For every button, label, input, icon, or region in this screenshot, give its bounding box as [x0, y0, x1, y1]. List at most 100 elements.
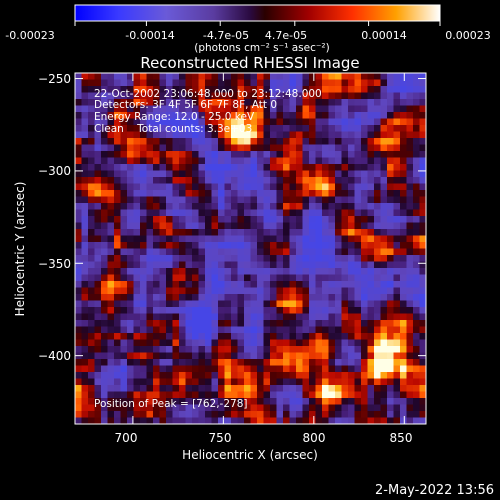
heatmap-cell [218, 196, 226, 204]
heatmap-cell [218, 92, 226, 100]
heatmap-cell [341, 92, 349, 100]
heatmap-cell [224, 235, 232, 243]
heatmap-cell [257, 404, 265, 412]
heatmap-cell [328, 385, 336, 393]
heatmap-cell [257, 300, 265, 308]
heatmap-cell [146, 235, 154, 243]
heatmap-cell [231, 352, 239, 360]
heatmap-cell [309, 105, 317, 113]
heatmap-cell [179, 313, 187, 321]
heatmap-cell [237, 372, 245, 380]
heatmap-cell [302, 372, 310, 380]
heatmap-cell [250, 92, 258, 100]
heatmap-cell [133, 404, 141, 412]
heatmap-cell [361, 242, 369, 250]
heatmap-cell [322, 274, 330, 282]
heatmap-cell [244, 222, 252, 230]
heatmap-cell [107, 352, 115, 360]
heatmap-cell [133, 92, 141, 100]
heatmap-cell [257, 339, 265, 347]
heatmap-cell [263, 281, 271, 289]
heatmap-cell [198, 235, 206, 243]
heatmap-cell [387, 92, 395, 100]
heatmap-cell [153, 268, 161, 276]
heatmap-cell [270, 242, 278, 250]
heatmap-cell [237, 300, 245, 308]
heatmap-cell [374, 359, 382, 367]
heatmap-cell [81, 294, 89, 302]
heatmap-cell [81, 196, 89, 204]
heatmap-cell [179, 112, 187, 120]
heatmap-cell [198, 339, 206, 347]
heatmap-cell [374, 294, 382, 302]
heatmap-cell [341, 346, 349, 354]
heatmap-cell [367, 229, 375, 237]
heatmap-cell [120, 164, 128, 172]
heatmap-cell [224, 138, 232, 146]
heatmap-cell [315, 157, 323, 165]
heatmap-cell [88, 268, 96, 276]
heatmap-cell [270, 196, 278, 204]
heatmap-cell [205, 307, 213, 315]
heatmap-cell [406, 320, 414, 328]
heatmap-cell [387, 261, 395, 269]
heatmap-cell [341, 294, 349, 302]
heatmap-cell [185, 86, 193, 94]
heatmap-cell [107, 333, 115, 341]
heatmap-cell [120, 151, 128, 159]
heatmap-cell [354, 287, 362, 295]
heatmap-cell [315, 183, 323, 191]
heatmap-cell [159, 281, 167, 289]
heatmap-cell [328, 255, 336, 263]
heatmap-cell [367, 346, 375, 354]
heatmap-cell [94, 170, 102, 178]
heatmap-cell [354, 372, 362, 380]
heatmap-cell [302, 378, 310, 386]
heatmap-cell [315, 365, 323, 373]
heatmap-cell [244, 92, 252, 100]
heatmap-cell [120, 92, 128, 100]
heatmap-cell [94, 190, 102, 198]
heatmap-cell [328, 242, 336, 250]
heatmap-cell [367, 339, 375, 347]
heatmap-cell [127, 203, 135, 211]
heatmap-cell [107, 164, 115, 172]
heatmap-cell [296, 112, 304, 120]
heatmap-cell [289, 138, 297, 146]
heatmap-cell [289, 326, 297, 334]
heatmap-cell [107, 92, 115, 100]
heatmap-cell [120, 404, 128, 412]
heatmap-cell [296, 255, 304, 263]
heatmap-cell [231, 391, 239, 399]
heatmap-cell [393, 268, 401, 276]
heatmap-cell [296, 131, 304, 139]
heatmap-cell [94, 209, 102, 217]
heatmap-cell [367, 261, 375, 269]
heatmap-cell [374, 281, 382, 289]
heatmap-cell [244, 131, 252, 139]
heatmap-cell [400, 170, 408, 178]
heatmap-cell [205, 333, 213, 341]
heatmap-cell [276, 417, 284, 424]
heatmap-cell [315, 268, 323, 276]
heatmap-cell [380, 411, 388, 419]
heatmap-cell [81, 177, 89, 185]
heatmap-cell [244, 313, 252, 321]
heatmap-cell [322, 359, 330, 367]
heatmap-cell [185, 112, 193, 120]
heatmap-cell [75, 326, 83, 334]
heatmap-cell [244, 417, 252, 424]
heatmap-cell [315, 359, 323, 367]
heatmap-cell [140, 73, 148, 81]
heatmap-cell [146, 73, 154, 81]
heatmap-cell [75, 398, 83, 406]
heatmap-cell [179, 177, 187, 185]
heatmap-cell [94, 294, 102, 302]
heatmap-cell [127, 268, 135, 276]
heatmap-cell [393, 300, 401, 308]
heatmap-cell [88, 326, 96, 334]
heatmap-cell [302, 216, 310, 224]
heatmap-cell [413, 313, 421, 321]
heatmap-cell [244, 99, 252, 107]
heatmap-cell [101, 177, 109, 185]
